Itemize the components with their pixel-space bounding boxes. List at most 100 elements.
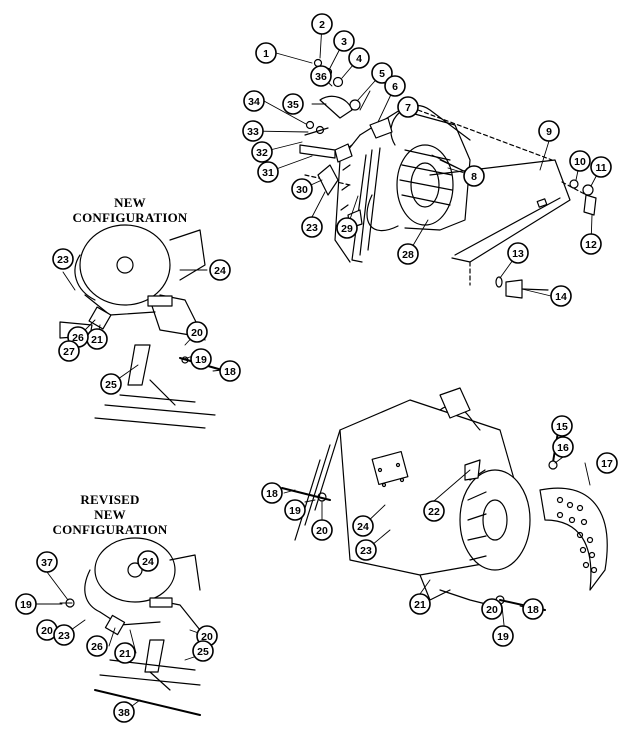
callout-top_right-13-12: 13 [507, 242, 529, 264]
callout-number: 8 [471, 171, 477, 183]
callout-number: 23 [360, 545, 372, 557]
callout-number: 7 [405, 102, 411, 114]
callout-number: 13 [512, 248, 524, 260]
callout-number: 22 [428, 506, 440, 518]
callout-number: 15 [556, 421, 568, 433]
callout-top_right-33-20: 33 [242, 120, 264, 142]
callout-number: 4 [356, 53, 362, 65]
callout-circle [507, 242, 529, 264]
callout-bottom_right-19-11: 19 [492, 625, 514, 647]
callout-number: 37 [41, 557, 53, 569]
callout-revised_new_configuration-19-0: 19 [15, 593, 37, 615]
callout-number: 23 [306, 222, 318, 234]
callout-number: 34 [248, 96, 260, 108]
revised-new-configuration-callouts: 19 20 20 21 23 24 25 26 37 38 [15, 550, 218, 723]
callout-number: 23 [58, 630, 70, 642]
callout-number: 25 [197, 646, 209, 658]
callout-number: 20 [201, 631, 213, 643]
callout-revised_new_configuration-37-8: 37 [36, 551, 58, 573]
callout-bottom_right-18-10: 18 [522, 598, 544, 620]
new-configuration-caption-line2: CONFIGURATION [72, 210, 188, 225]
callout-number: 9 [546, 126, 552, 138]
callout-top_right-11-10: 11 [590, 156, 612, 178]
callout-circle [481, 598, 503, 620]
callout-number: 19 [289, 505, 301, 517]
callout-circle [192, 640, 214, 662]
new-configuration-callouts: 18 19 20 21 23 24 25 26 27 [52, 248, 241, 395]
callout-circle [590, 156, 612, 178]
callout-circle [492, 625, 514, 647]
callout-revised_new_configuration-24-5: 24 [137, 550, 159, 572]
callout-number: 20 [486, 604, 498, 616]
callout-number: 14 [555, 291, 567, 303]
callout-top_right-9-8: 9 [538, 120, 560, 142]
callout-circle [463, 165, 485, 187]
callout-new_configuration-27-8: 27 [58, 340, 80, 362]
callout-new_configuration-25-6: 25 [100, 373, 122, 395]
callout-circle [190, 348, 212, 370]
callout-circle [348, 47, 370, 69]
callout-circle [569, 150, 591, 172]
callout-circle [301, 216, 323, 238]
revised-new-configuration-caption-line2: NEW [94, 507, 126, 522]
callout-number: 32 [256, 147, 268, 159]
callout-new_configuration-19-1: 19 [190, 348, 212, 370]
callout-number: 31 [262, 167, 274, 179]
bottom-right-callouts: 15 16 17 18 19 20 21 22 23 24 18 19 20 [261, 415, 618, 647]
callout-circle [58, 340, 80, 362]
callout-circle [336, 217, 358, 239]
callout-bottom_right-17-2: 17 [596, 452, 618, 474]
callout-revised_new_configuration-26-7: 26 [86, 635, 108, 657]
callout-new_configuration-20-2: 20 [186, 321, 208, 343]
callout-circle [52, 248, 74, 270]
callout-top_right-36-23: 36 [310, 65, 332, 87]
callout-number: 24 [214, 265, 226, 277]
callout-circle [552, 436, 574, 458]
callout-number: 28 [402, 249, 414, 261]
callout-circle [255, 42, 277, 64]
callout-top_right-12-11: 12 [580, 233, 602, 255]
callout-circle [371, 62, 393, 84]
callout-circle [333, 30, 355, 52]
callout-number: 21 [91, 334, 103, 346]
callout-circle [284, 499, 306, 521]
callout-bottom_right-23-8: 23 [355, 539, 377, 561]
callout-circle [352, 515, 374, 537]
callout-bottom_right-15-0: 15 [551, 415, 573, 437]
callout-number: 6 [392, 81, 398, 93]
top-alternator-drawing [299, 58, 597, 299]
callout-number: 20 [191, 327, 203, 339]
callout-circle [282, 93, 304, 115]
callout-circle [15, 593, 37, 615]
callout-circle [291, 178, 313, 200]
callout-top_right-31-18: 31 [257, 161, 279, 183]
callout-circle [257, 161, 279, 183]
callout-number: 36 [315, 71, 327, 83]
callout-top_right-23-14: 23 [301, 216, 323, 238]
callout-top_right-34-21: 34 [243, 90, 265, 112]
revised-new-configuration-drawing [65, 537, 201, 716]
callout-circle [311, 13, 333, 35]
callout-top_right-4-3: 4 [348, 47, 370, 69]
callout-number: 19 [195, 354, 207, 366]
callout-top_right-1-0: 1 [255, 42, 277, 64]
callout-top_right-35-22: 35 [282, 93, 304, 115]
callout-number: 11 [595, 162, 606, 174]
callout-bottom_right-19-4: 19 [284, 499, 306, 521]
callout-number: 18 [266, 488, 278, 500]
callout-number: 26 [72, 332, 84, 344]
callout-number: 3 [341, 36, 347, 48]
callout-top_right-29-16: 29 [336, 217, 358, 239]
callout-circle [219, 360, 241, 382]
callout-circle [186, 321, 208, 343]
callout-number: 25 [105, 379, 117, 391]
callout-number: 29 [341, 223, 353, 235]
callout-number: 35 [287, 99, 299, 111]
callout-revised_new_configuration-21-3: 21 [114, 642, 136, 664]
callout-circle [242, 120, 264, 142]
callout-number: 19 [20, 599, 32, 611]
callout-number: 20 [41, 625, 53, 637]
